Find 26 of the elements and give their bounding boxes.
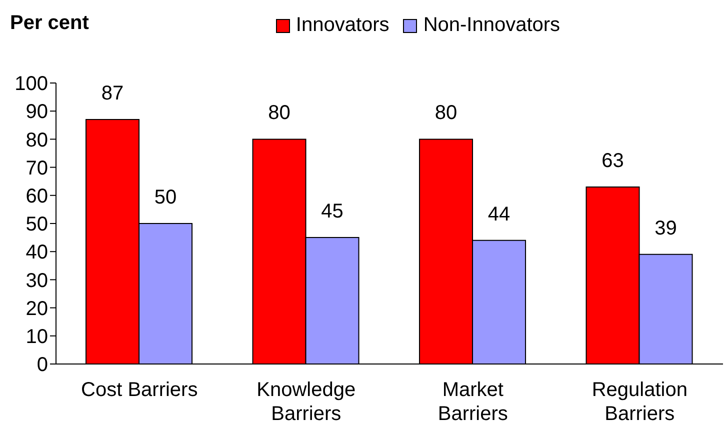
y-tick-label: 80	[26, 129, 48, 152]
data-label: 50	[154, 186, 177, 208]
data-label: 44	[488, 203, 510, 226]
y-tick-label: 70	[26, 157, 48, 180]
legend-label: Innovators	[296, 14, 390, 37]
data-label: 87	[101, 82, 124, 105]
y-tick-label: 40	[26, 242, 48, 264]
x-tick-label: Cost Barriers	[81, 379, 198, 401]
legend-label: Non-Innovators	[423, 14, 560, 37]
y-tick-label: 30	[26, 270, 48, 292]
x-tick-label: Knowledge Barriers	[256, 379, 356, 425]
data-label: 80	[268, 102, 290, 124]
y-tick-label: 0	[36, 354, 48, 376]
data-label: 63	[602, 150, 624, 172]
data-label: 80	[434, 102, 458, 124]
y-tick-label: 100	[14, 73, 48, 96]
x-tick-label: Market Barriers	[438, 379, 508, 425]
y-axis-title: Per cent	[10, 12, 89, 35]
y-tick-label: 10	[26, 326, 48, 348]
y-tick-label: 50	[26, 214, 48, 236]
x-tick-label: Regulation Barriers	[592, 379, 688, 425]
y-tick-label: 90	[26, 101, 48, 124]
data-label: 45	[321, 200, 344, 223]
y-tick-label: 20	[26, 298, 48, 320]
data-label: 39	[654, 217, 677, 240]
y-tick-label: 60	[26, 186, 48, 208]
